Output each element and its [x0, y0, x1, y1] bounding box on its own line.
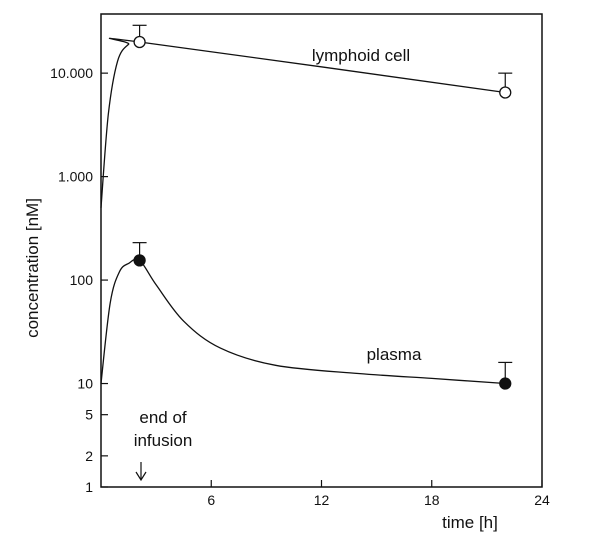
y-tick-label-2: 2	[85, 448, 93, 464]
x-axis-title: time [h]	[442, 513, 498, 532]
y-tick-label-1000: 1.000	[58, 169, 93, 185]
y-tick-label-1: 1	[85, 479, 93, 495]
series-line-lymphoid-cell	[100, 37, 506, 208]
y-tick-label-10000: 10.000	[50, 65, 93, 81]
y-tick-label-5: 5	[85, 407, 93, 423]
x-tick-label-24: 24	[534, 492, 550, 508]
y-tick-label-10: 10	[77, 376, 93, 392]
series-label-lymphoid-cell: lymphoid cell	[312, 46, 410, 65]
data-point-lymphoid-cell-1	[499, 86, 512, 99]
arrow-head	[135, 471, 147, 482]
annotation-line-2: infusion	[134, 431, 193, 450]
data-point-plasma-0	[133, 254, 146, 267]
data-point-plasma-1	[499, 377, 512, 390]
series-curves	[100, 37, 506, 385]
annotation-line-1: end of	[139, 408, 187, 427]
series-line-plasma	[100, 258, 506, 385]
series-label-plasma: plasma	[367, 345, 422, 364]
y-axis-title: concentration [nM]	[23, 198, 42, 338]
data-point-lymphoid-cell-0	[133, 35, 146, 49]
series-points	[132, 24, 513, 390]
x-tick-label-6: 6	[207, 492, 215, 508]
annotation-arrow	[135, 462, 147, 482]
y-tick-label-100: 100	[70, 272, 94, 288]
x-tick-label-12: 12	[314, 492, 330, 508]
x-tick-label-18: 18	[424, 492, 440, 508]
